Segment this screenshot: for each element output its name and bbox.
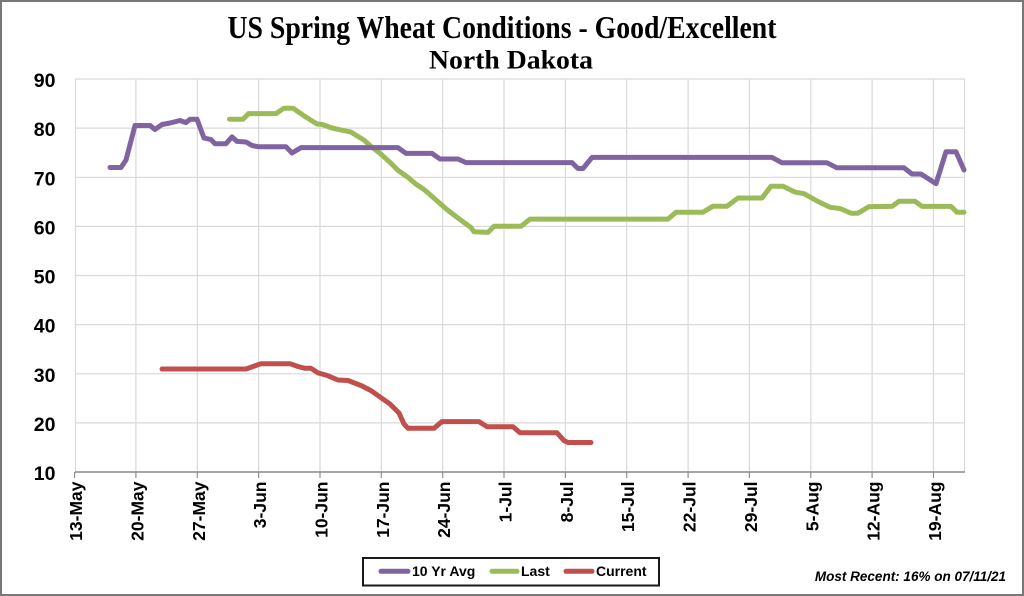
svg-text:10-Jun: 10-Jun [312,482,332,538]
svg-text:40: 40 [34,316,56,338]
svg-text:20-May: 20-May [127,481,147,541]
svg-text:10: 10 [34,463,56,485]
svg-text:12-Aug: 12-Aug [864,482,884,541]
svg-text:29-Jul: 29-Jul [741,482,761,533]
svg-text:3-Jun: 3-Jun [250,482,270,529]
svg-text:13-May: 13-May [66,481,86,541]
svg-text:10 Yr Avg: 10 Yr Avg [412,563,475,579]
svg-text:50: 50 [34,267,56,289]
svg-text:Most Recent: 16% on 07/11/21: Most Recent: 16% on 07/11/21 [815,569,1006,584]
svg-text:30: 30 [34,365,56,387]
svg-text:22-Jul: 22-Jul [680,482,700,533]
svg-text:Current: Current [596,563,647,579]
svg-text:5-Aug: 5-Aug [802,482,822,532]
svg-text:20: 20 [34,414,56,436]
svg-text:Last: Last [521,563,550,579]
svg-text:US Spring Wheat Conditions - G: US Spring Wheat Conditions - Good/Excell… [228,11,777,45]
svg-text:19-Aug: 19-Aug [925,482,945,541]
svg-text:27-May: 27-May [189,481,209,541]
svg-text:North Dakota: North Dakota [429,45,593,74]
svg-text:1-Jul: 1-Jul [496,482,516,523]
svg-text:17-Jun: 17-Jun [373,482,393,538]
svg-text:8-Jul: 8-Jul [557,482,577,523]
svg-text:70: 70 [34,168,56,190]
svg-text:24-Jun: 24-Jun [434,482,454,538]
svg-text:80: 80 [34,119,56,141]
svg-text:60: 60 [34,217,56,239]
svg-text:15-Jul: 15-Jul [618,482,638,533]
svg-text:90: 90 [34,70,56,92]
